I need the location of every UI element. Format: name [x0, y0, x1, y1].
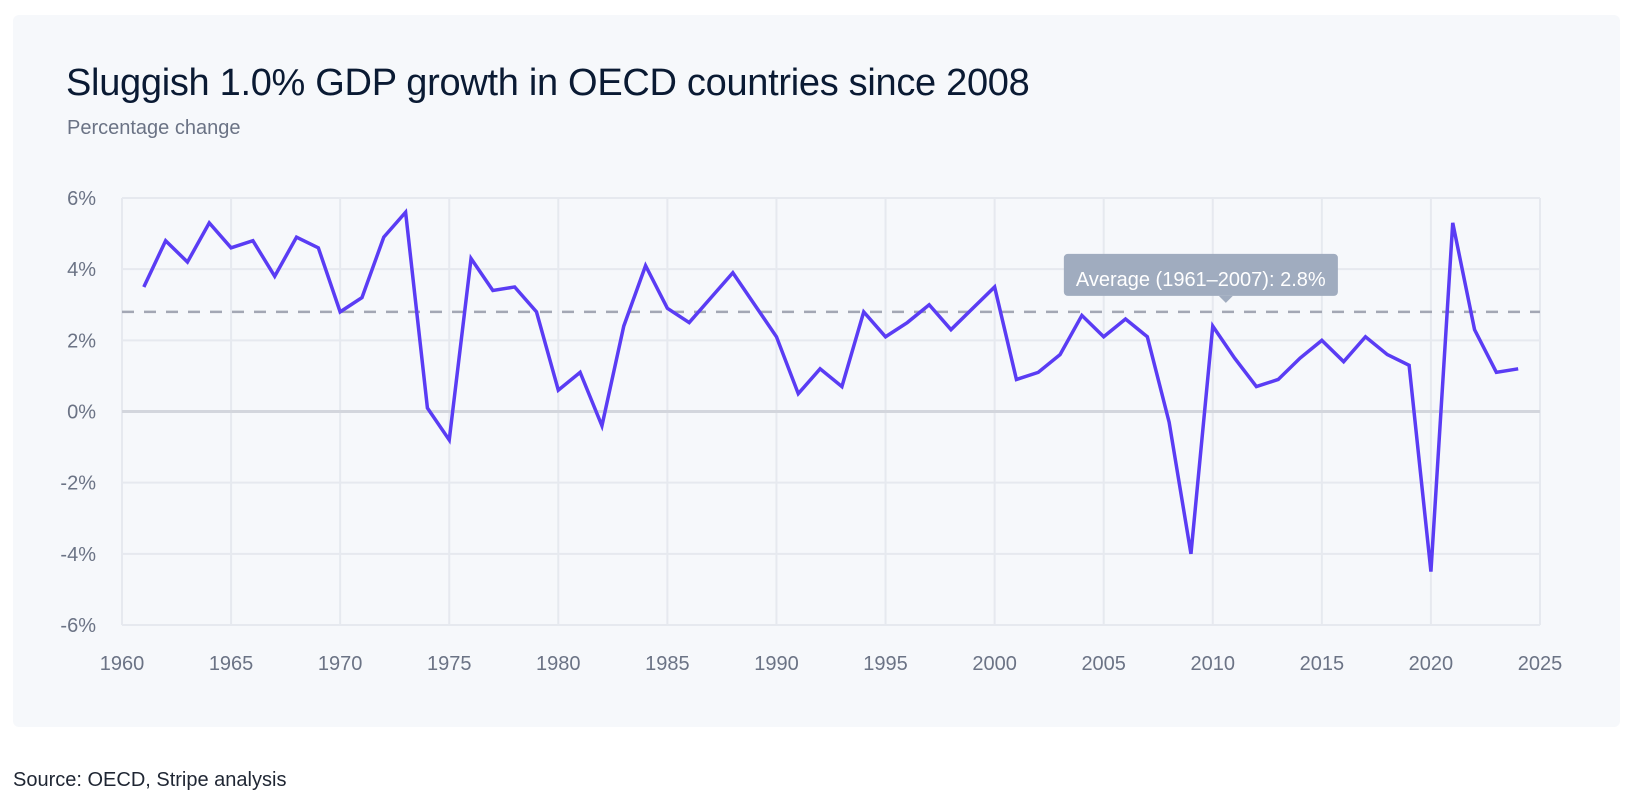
y-tick-label: 4%	[67, 259, 96, 281]
x-tick-label: 1980	[536, 653, 581, 675]
annotation-pointer	[1218, 295, 1233, 303]
y-tick-label: -2%	[60, 473, 96, 495]
x-tick-label: 1975	[427, 653, 472, 675]
x-tick-label: 2020	[1409, 653, 1454, 675]
x-tick-label: 1970	[318, 653, 363, 675]
x-tick-label: 2015	[1300, 653, 1345, 675]
y-tick-label: 2%	[67, 330, 96, 352]
x-tick-label: 2005	[1081, 653, 1126, 675]
average-annotation: Average (1961–2007): 2.8%	[1063, 253, 1338, 303]
annotation-box	[1063, 253, 1338, 296]
x-tick-label: 1965	[209, 653, 254, 675]
x-tick-label: 1990	[754, 653, 799, 675]
series-line-gdp-growth	[142, 208, 1519, 572]
chart-subtitle: Percentage change	[67, 117, 241, 139]
y-tick-label: -4%	[60, 544, 96, 566]
source-note: Source: OECD, Stripe analysis	[13, 769, 287, 791]
x-tick-label: 1985	[645, 653, 690, 675]
chart-title: Sluggish 1.0% GDP growth in OECD countri…	[66, 62, 1030, 104]
x-tick-label: 1995	[863, 653, 908, 675]
y-tick-label: -6%	[60, 615, 96, 637]
annotation-label: Average (1961–2007): 2.8%	[1076, 269, 1326, 291]
x-tick-label: 1960	[100, 653, 145, 675]
x-tick-label: 2025	[1518, 653, 1563, 675]
y-axis-ticks: -6% -4% -2% 0% 2% 4% 6%	[60, 188, 96, 637]
y-tick-label: 6%	[67, 188, 96, 210]
x-axis-ticks: 1960 1965 1970 1975 1980 1985 1990 1995 2000 2005…	[100, 653, 1563, 675]
y-tick-label: 0%	[67, 402, 96, 424]
x-tick-label: 2010	[1191, 653, 1236, 675]
x-tick-label: 2000	[972, 653, 1017, 675]
